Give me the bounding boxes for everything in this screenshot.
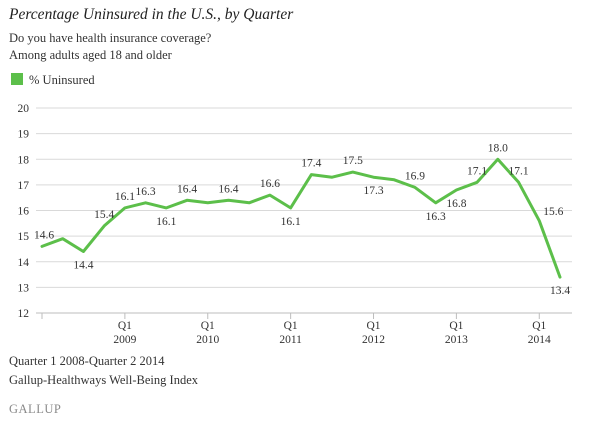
y-tick-label: 12 [18,308,30,320]
data-label: 17.5 [343,155,363,167]
x-tick-label-quarter: Q1 [118,320,132,332]
y-tick-label: 16 [18,206,30,218]
chart-legend: % Uninsured [11,73,95,88]
data-label: 16.4 [177,183,197,195]
x-tick-label-year: 2011 [279,334,302,346]
x-tick-label-quarter: Q1 [366,320,380,332]
chart-subtitle-question: Do you have health insurance coverage? [9,31,212,45]
x-tick-label-year: 2009 [113,334,136,346]
data-label: 16.6 [260,178,280,190]
gallup-logo: GALLUP [9,402,62,416]
footer-date-range: Quarter 1 2008-Quarter 2 2014 [9,354,165,368]
footer-source: Gallup-Healthways Well-Being Index [9,373,198,387]
data-label: 17.1 [467,165,487,177]
data-label: 15.4 [94,209,114,221]
data-label: 17.4 [301,158,321,170]
y-tick-label: 20 [18,103,30,115]
y-tick-label: 14 [18,257,30,269]
data-label: 16.3 [136,186,156,198]
y-tick-label: 15 [18,231,30,243]
y-tick-label: 17 [18,180,30,192]
data-label: 16.4 [218,183,238,195]
x-tick-label-quarter: Q1 [201,320,215,332]
data-label: 17.3 [363,185,383,197]
data-label: 14.6 [34,229,54,241]
data-label: 16.1 [115,191,135,203]
x-tick-label-quarter: Q1 [532,320,546,332]
x-tick-label-quarter: Q1 [449,320,463,332]
chart-subtitle-population: Among adults aged 18 and older [9,48,172,62]
y-tick-label: 18 [18,154,30,166]
legend-label: % Uninsured [29,73,95,87]
x-tick-label-year: 2012 [362,334,385,346]
data-label: 16.3 [426,211,446,223]
x-tick-label-year: 2014 [528,334,551,346]
y-tick-label: 13 [18,282,30,294]
x-tick-label-year: 2013 [445,334,468,346]
data-label: 13.4 [550,285,570,297]
data-label: 18.0 [488,142,508,154]
legend-swatch [11,73,23,85]
data-label: 16.8 [446,198,466,210]
chart-title: Percentage Uninsured in the U.S., by Qua… [9,6,294,23]
data-label: 14.4 [73,260,93,272]
data-label: 16.9 [405,170,425,182]
x-tick-label-year: 2010 [196,334,219,346]
x-tick-label-quarter: Q1 [284,320,298,332]
data-label: 16.1 [156,216,176,228]
uninsured-series-line [40,157,562,279]
data-label: 15.6 [543,206,563,218]
data-label: 16.1 [281,216,301,228]
y-tick-label: 19 [18,129,30,141]
data-label: 17.1 [508,165,528,177]
